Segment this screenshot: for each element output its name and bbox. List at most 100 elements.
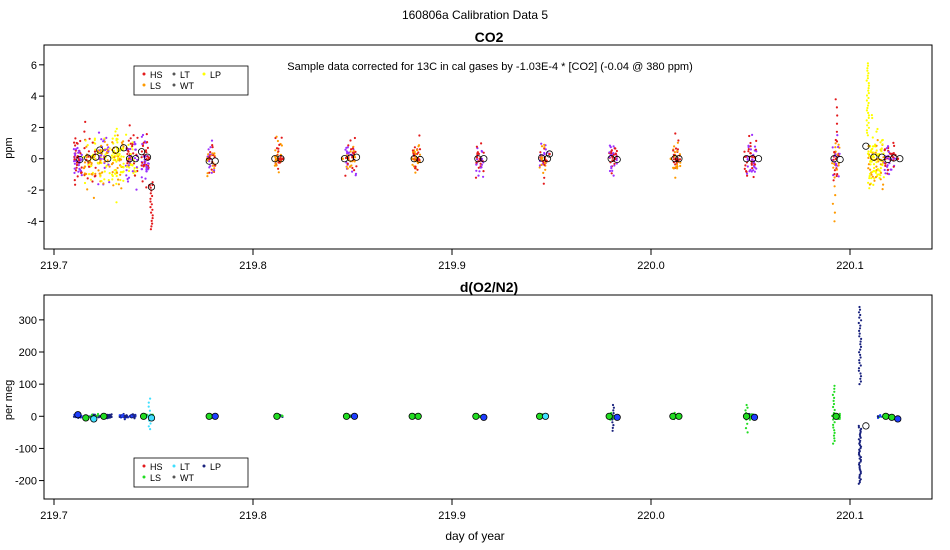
data-point <box>103 178 106 181</box>
series-point <box>410 157 414 160</box>
data-point <box>344 174 347 177</box>
data-point <box>857 311 861 314</box>
data-point <box>106 151 109 155</box>
data-point <box>73 167 76 170</box>
o2n2-panel: d(O2/N2) per meg -200 -100 0 100 200 300 219.7… <box>3 279 933 522</box>
data-point <box>676 141 680 144</box>
data-point <box>611 418 614 421</box>
data-point <box>831 146 834 149</box>
data-point <box>869 163 872 166</box>
data-point <box>476 152 479 155</box>
data-point <box>211 164 214 167</box>
data-point <box>115 127 118 130</box>
data-point <box>867 150 870 153</box>
data-point <box>858 383 861 386</box>
x-tick-label: 219.9 <box>438 510 466 522</box>
data-point <box>77 149 80 152</box>
data-point <box>74 144 77 147</box>
data-point <box>119 173 122 176</box>
data-point <box>866 104 870 107</box>
data-point <box>833 176 836 179</box>
mean-marker <box>112 146 120 154</box>
data-point <box>133 174 137 177</box>
spike-points <box>744 403 749 415</box>
data-point <box>751 158 754 161</box>
data-point <box>352 152 355 155</box>
data-point <box>678 153 682 156</box>
data-point <box>90 162 93 165</box>
data-point <box>869 168 872 171</box>
mean-marker <box>474 155 482 163</box>
data-point <box>354 150 357 153</box>
data-point <box>103 170 106 173</box>
data-point <box>151 194 154 198</box>
data-point <box>867 121 870 124</box>
data-point <box>749 148 753 151</box>
data-point <box>832 423 835 426</box>
data-point <box>83 165 86 168</box>
data-point <box>477 174 480 177</box>
data-point <box>675 166 678 169</box>
data-point <box>93 137 96 140</box>
data-point <box>127 164 130 167</box>
data-point <box>135 188 138 191</box>
mean-marker <box>878 153 886 161</box>
data-point <box>84 120 87 123</box>
series-point <box>540 157 543 160</box>
data-point <box>135 166 138 169</box>
data-point <box>745 172 749 175</box>
data-point <box>875 161 878 164</box>
data-point <box>868 175 871 178</box>
data-point <box>868 187 871 190</box>
scatter-group <box>118 412 137 421</box>
data-point <box>475 156 478 159</box>
data-point <box>208 153 211 156</box>
data-point <box>76 146 79 150</box>
data-point <box>480 142 483 145</box>
data-point <box>115 160 118 163</box>
data-point <box>874 176 878 179</box>
data-point <box>353 169 356 172</box>
spike-points <box>832 418 836 445</box>
data-point <box>147 401 150 404</box>
data-point <box>870 149 873 152</box>
data-point <box>859 375 863 378</box>
mean-markers <box>76 142 904 191</box>
legend-label: LT <box>180 462 190 472</box>
data-point <box>748 134 751 138</box>
data-point <box>209 146 212 149</box>
data-point <box>214 164 217 167</box>
data-point <box>880 148 883 151</box>
mean-marker <box>480 155 488 163</box>
spike-points <box>611 403 616 415</box>
data-point <box>74 148 78 151</box>
data-point <box>99 175 102 178</box>
data-point <box>833 162 836 166</box>
mean-marker <box>416 155 424 164</box>
data-point <box>100 180 103 183</box>
data-point <box>277 167 280 170</box>
data-point <box>608 169 612 173</box>
data-point <box>832 179 835 182</box>
data-point <box>859 377 862 380</box>
data-point <box>835 174 838 178</box>
data-point <box>83 181 87 185</box>
legend-swatch <box>202 464 206 468</box>
data-point <box>120 415 123 418</box>
data-point <box>141 144 145 147</box>
data-point <box>866 67 869 70</box>
data-point <box>859 343 862 346</box>
mean-marker <box>414 412 422 420</box>
data-point <box>103 137 106 140</box>
data-point <box>105 164 108 167</box>
data-point <box>858 308 862 311</box>
scatter-group <box>110 127 125 204</box>
data-point <box>884 164 887 167</box>
data-point <box>834 146 837 149</box>
data-point <box>129 158 132 161</box>
data-point <box>113 134 117 137</box>
data-point <box>882 176 885 179</box>
data-point <box>210 139 214 142</box>
data-point <box>610 149 614 152</box>
data-point <box>108 181 111 184</box>
